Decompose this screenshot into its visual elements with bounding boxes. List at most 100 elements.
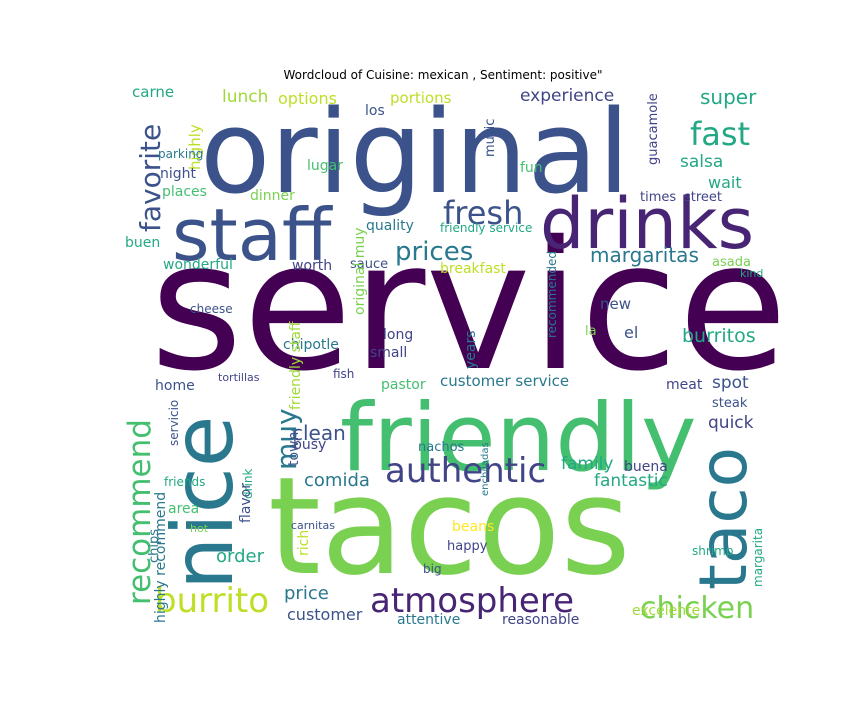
word-staff: staff xyxy=(172,193,333,277)
word-la: la xyxy=(585,324,597,339)
word-tacos: tacos xyxy=(268,448,631,605)
word-margaritas: margaritas xyxy=(590,243,699,267)
word-nachos: nachos xyxy=(418,440,465,455)
word-wonderful: wonderful xyxy=(163,257,233,273)
word-nice: nice xyxy=(154,416,252,590)
word-prices: prices xyxy=(395,237,473,267)
word-portions: portions xyxy=(390,89,452,107)
word-night: night xyxy=(160,166,197,182)
word-carnitas: carnitas xyxy=(291,519,335,532)
word-spot: spot xyxy=(712,373,749,393)
word-fast: fast xyxy=(690,115,750,153)
word-burritos: burritos xyxy=(682,325,756,347)
word-fresh: fresh xyxy=(443,194,523,232)
word-burrito: burrito xyxy=(155,581,269,621)
word-home: home xyxy=(155,378,195,394)
word-clean: clean xyxy=(292,421,346,445)
word-asada: asada xyxy=(712,255,751,270)
word-recommend: recommend xyxy=(122,419,158,605)
word-fun: fun xyxy=(520,160,543,176)
word-quick: quick xyxy=(708,413,754,433)
word-customer-service: customer service xyxy=(440,372,569,390)
word-chips: chips xyxy=(147,529,162,563)
word-family: family xyxy=(561,454,613,474)
chart-title: Wordcloud of Cuisine: mexican , Sentimen… xyxy=(283,68,603,82)
word-original: original xyxy=(200,86,630,220)
word-small: small xyxy=(370,345,407,361)
word-super: super xyxy=(700,85,757,109)
word-dinner: dinner xyxy=(250,188,295,204)
word-taco: taco xyxy=(685,447,762,590)
word-atmosphere: atmosphere xyxy=(370,581,574,621)
word-music: music xyxy=(483,119,498,157)
word-drinks: drinks xyxy=(540,183,754,265)
word-worth: worth xyxy=(292,258,332,274)
word-buen: buen xyxy=(125,235,160,251)
word-busy: busy xyxy=(293,437,326,453)
word-flavor: flavor xyxy=(238,483,254,523)
word-places: places xyxy=(162,184,207,200)
word-attentive: attentive xyxy=(397,612,460,628)
word-recommended: recommended xyxy=(545,251,559,338)
word-highly: highly xyxy=(186,124,204,170)
word-big: big xyxy=(423,562,442,576)
word-fantastic: fantastic xyxy=(594,471,668,491)
word-friends: friends xyxy=(164,475,205,489)
word-friendly-service: friendly service xyxy=(440,221,532,235)
word-guacamole: guacamole xyxy=(646,93,661,165)
word-lunch: lunch xyxy=(222,87,268,107)
word-el: el xyxy=(624,323,638,342)
word-chicken: chicken xyxy=(640,591,754,626)
word-long: long xyxy=(383,327,413,343)
word-highly-recommend: highly recommend xyxy=(153,492,169,623)
word-times: times xyxy=(640,190,676,205)
word-area: area xyxy=(168,501,199,517)
word-happy: happy xyxy=(447,539,488,554)
word-wait: wait xyxy=(708,173,742,192)
word-salsa: salsa xyxy=(680,152,723,172)
word-authentic: authentic xyxy=(385,451,546,491)
word-hot: hot xyxy=(190,522,209,535)
word-friendly: friendly xyxy=(340,384,697,493)
word-drink: drink xyxy=(241,469,255,499)
word-customer: customer xyxy=(287,605,363,624)
word-excelente: excelente xyxy=(632,603,700,619)
word-breakfast: breakfast xyxy=(440,261,506,277)
word-street: street xyxy=(684,190,722,205)
word-rich: rich xyxy=(296,530,312,556)
word-cheese: cheese xyxy=(190,302,233,316)
word-carne: carne xyxy=(132,83,174,101)
word-original-muy: original muy xyxy=(352,227,368,315)
word-meat: meat xyxy=(666,377,703,393)
word-sauce: sauce xyxy=(350,257,388,272)
word-tortillas: tortillas xyxy=(218,371,260,384)
word-beans: beans xyxy=(452,519,494,535)
word-order: order xyxy=(216,546,265,567)
word-parking: parking xyxy=(158,147,203,161)
word-kind: kind xyxy=(740,267,763,280)
word-shrimp: shrimp xyxy=(692,544,733,558)
word-favorite: favorite xyxy=(134,124,167,232)
word-price: price xyxy=(284,583,329,604)
word-lugar: lugar xyxy=(307,158,343,174)
word-pastor: pastor xyxy=(381,377,426,393)
word-service: service xyxy=(150,203,788,410)
word-chipotle: chipotle xyxy=(283,337,339,353)
word-comida: comida xyxy=(304,470,370,491)
word-experience: experience xyxy=(520,86,614,106)
word-servicio: servicio xyxy=(167,400,181,446)
word-reasonable: reasonable xyxy=(502,612,579,628)
word-margarita: margarita xyxy=(751,528,765,587)
word-town: town xyxy=(286,432,302,466)
word-los: los xyxy=(365,103,385,119)
word-muy: muy xyxy=(270,408,303,470)
word-new: new xyxy=(600,295,631,313)
word-steak: steak xyxy=(712,396,748,411)
word-quality: quality xyxy=(366,218,414,234)
word-buena: buena xyxy=(624,459,668,475)
word-options: options xyxy=(278,89,337,108)
word-years: years xyxy=(463,330,479,369)
word-enchiladas: enchiladas xyxy=(480,442,491,496)
word-fish: fish xyxy=(333,367,354,381)
